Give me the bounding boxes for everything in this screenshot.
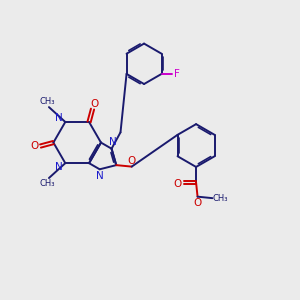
Text: O: O	[128, 156, 136, 166]
Text: CH₃: CH₃	[40, 97, 55, 106]
Text: N: N	[56, 113, 63, 123]
Text: O: O	[90, 99, 98, 109]
Text: O: O	[194, 198, 202, 208]
Text: N: N	[96, 171, 104, 181]
Text: O: O	[30, 141, 39, 151]
Text: O: O	[173, 179, 181, 189]
Text: CH₃: CH₃	[40, 179, 55, 188]
Text: CH₃: CH₃	[213, 194, 228, 203]
Text: N: N	[56, 162, 63, 172]
Text: N: N	[109, 137, 116, 147]
Text: F: F	[174, 69, 180, 79]
